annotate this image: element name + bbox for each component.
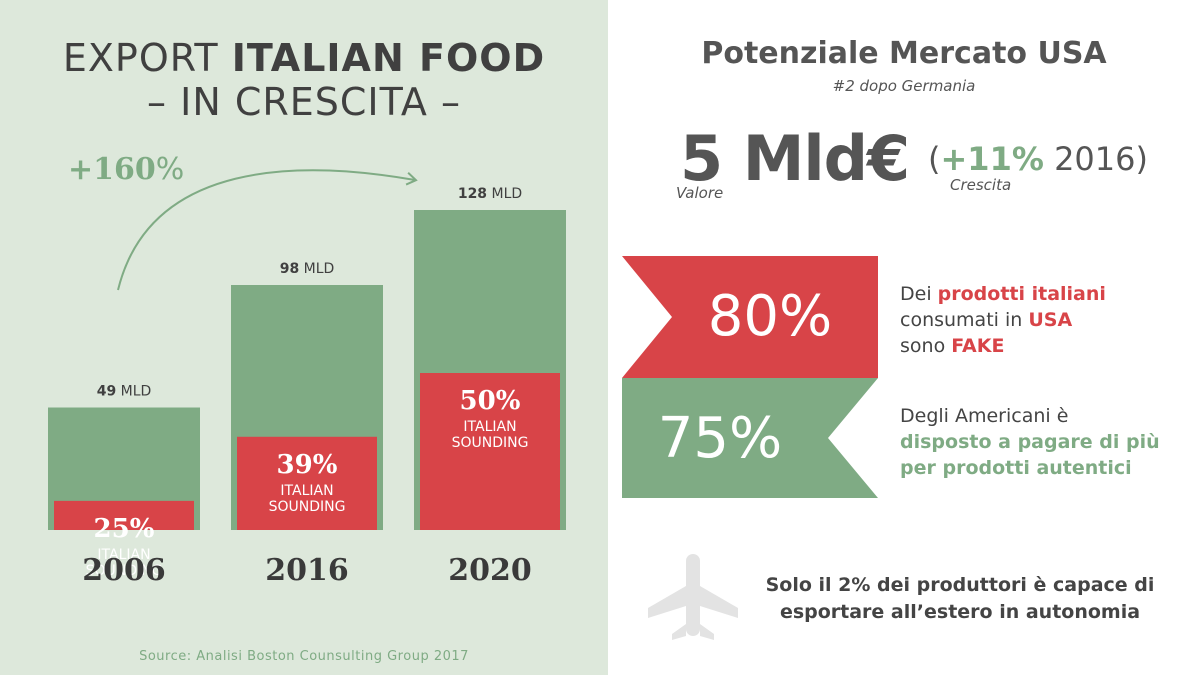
italian-sounding-percent-2016: 39%	[277, 450, 338, 480]
bar-value-label-2006: 49 MLD	[97, 384, 152, 400]
note-line1: Solo il 2% dei produttori è capace di	[765, 574, 1155, 596]
market-growth-value: +11%	[940, 140, 1044, 178]
x-tick-2020: 2020	[448, 553, 532, 588]
desc1-line1: Dei prodotti italiani	[900, 281, 1106, 307]
chart-subtitle: – IN CRESCITA –	[0, 80, 608, 124]
italian-sounding-label-line2-2006: SOUNDING	[86, 563, 163, 579]
market-growth-year: 2016)	[1054, 140, 1148, 178]
desc2-line1: Degli Americani è	[900, 405, 1069, 427]
italian-sounding-label-line1-2006: ITALIAN	[97, 547, 150, 563]
subtitle-text: IN CRESCITA	[180, 80, 428, 124]
italian-sounding-label-line1-2020: ITALIAN	[463, 419, 516, 435]
italian-sounding-label-line2-2016: SOUNDING	[269, 499, 346, 515]
market-value-label: Valore	[676, 184, 724, 202]
desc2-line3: per prodotti autentici	[900, 457, 1132, 479]
growth-label: +160%	[68, 152, 184, 187]
airplane-icon	[648, 554, 738, 640]
desc1-line3-highlight: FAKE	[951, 335, 1005, 357]
chart-title: EXPORT ITALIAN FOOD	[0, 36, 608, 80]
authentic-demand-percent: 75%	[657, 406, 783, 471]
desc1-line2: consumati in USA	[900, 307, 1106, 333]
market-title: Potenziale Mercato USA	[701, 36, 1107, 71]
export-capability-note: Solo il 2% dei produttori è capace di es…	[740, 572, 1180, 626]
growth-open-paren: (	[928, 140, 941, 178]
italian-sounding-percent-2020: 50%	[460, 386, 521, 416]
fake-products-banner	[622, 256, 878, 378]
authentic-products-banner	[622, 378, 878, 498]
x-tick-2016: 2016	[265, 553, 349, 588]
subtitle-dash-right: –	[440, 80, 461, 124]
italian-sounding-label-line2-2020: SOUNDING	[452, 435, 529, 451]
italian-sounding-percent-2006: 25%	[94, 514, 155, 544]
bar-italian-sounding-2016	[237, 436, 377, 530]
desc2-line2: disposto a pagare di più	[900, 431, 1160, 453]
growth-arrow	[117, 169, 418, 291]
italian-sounding-label-line1-2016: ITALIAN	[280, 483, 333, 499]
bar-italian-sounding-2006	[54, 500, 194, 530]
desc1-line3: sono FAKE	[900, 333, 1106, 359]
desc1-line2-text: consumati in	[900, 309, 1029, 331]
title-light: EXPORT	[62, 36, 219, 80]
growth-percent-sign: %	[155, 152, 185, 187]
market-value: 5 Mld€	[680, 122, 910, 195]
authentic-demand-description: Degli Americani è disposto a pagare di p…	[900, 403, 1160, 481]
x-tick-2006: 2006	[82, 553, 166, 588]
desc1-line1-text: Dei	[900, 283, 938, 305]
title-bold: ITALIAN FOOD	[231, 36, 546, 80]
market-growth-label: Crescita	[950, 176, 1012, 194]
fake-products-percent: 80%	[707, 284, 833, 349]
market-subtitle: #2 dopo Germania	[832, 77, 976, 95]
bar-value-label-2020: 128 MLD	[458, 186, 522, 202]
bar-value-label-2016: 98 MLD	[280, 261, 335, 277]
bar-italian-sounding-2020	[420, 373, 560, 530]
desc1-line3-text: sono	[900, 335, 952, 357]
growth-value: +160	[68, 152, 156, 187]
source-note: Source: Analisi Boston Counsulting Group…	[139, 649, 469, 664]
note-line2: esportare all’estero in autonomia	[779, 601, 1141, 623]
subtitle-dash-left: –	[147, 80, 168, 124]
market-growth: (+11% 2016)	[928, 140, 1148, 178]
fake-products-description: Dei prodotti italiani consumati in USA s…	[900, 281, 1106, 359]
desc1-line1-highlight: prodotti italiani	[937, 283, 1106, 305]
desc1-line2-highlight: USA	[1028, 309, 1073, 331]
